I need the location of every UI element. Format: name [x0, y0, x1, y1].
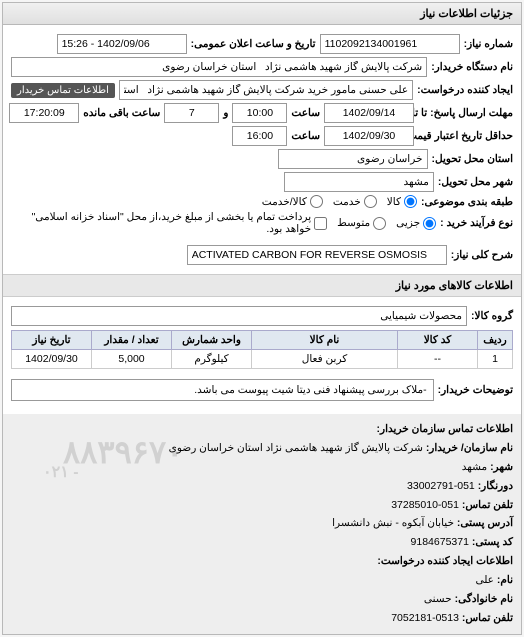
validity-time-input[interactable] [232, 126, 287, 146]
pkg-both-item[interactable]: کالا/خدمت [262, 195, 323, 208]
post-label: کد پستی: [472, 536, 513, 548]
validity-label: حداقل تاریخ اعتبار قیمت: تا تاریخ: [418, 130, 513, 142]
col-qty: تعداد / مقدار [92, 331, 172, 350]
pkg-khadmat-radio[interactable] [364, 195, 377, 208]
family-value: حسنی [424, 593, 452, 605]
org-label: نام سازمان/ خریدار: [426, 442, 513, 454]
addr-label: آدرس پستی: [457, 517, 513, 529]
panel-title: جزئیات اطلاعات نیاز [3, 3, 521, 25]
col-date: تاریخ نیاز [12, 331, 92, 350]
phone2-label: تلفن تماس: [462, 612, 513, 624]
buy-note-item[interactable]: پرداخت تمام یا بخشی از مبلغ خرید،از محل … [11, 211, 327, 235]
post-value: 9184675371 [411, 536, 469, 548]
buy-type-label: نوع فرآیند خرید : [440, 217, 513, 229]
pkg-radio-group: کالا خدمت کالا/خدمت [262, 195, 417, 208]
pkg-label: طبقه بندی موضوعی: [421, 196, 513, 208]
fax-value: 051-33002791 [407, 480, 475, 492]
org-value: شرکت پالایش گاز شهید هاشمی نژاد استان خر… [169, 442, 423, 454]
goods-table: ردیف کد کالا نام کالا واحد شمارش تعداد /… [11, 330, 513, 369]
pkg-khadmat-label: خدمت [333, 196, 361, 208]
deadline-time-input[interactable] [232, 103, 287, 123]
pkg-both-radio[interactable] [310, 195, 323, 208]
buy-medium-item[interactable]: متوسط [337, 217, 386, 230]
pkg-kala-item[interactable]: کالا [387, 195, 417, 208]
city-value: مشهد [462, 461, 487, 473]
contact-badge[interactable]: اطلاعات تماس خریدار [11, 83, 115, 98]
pkg-kala-label: کالا [387, 196, 401, 208]
validity-date-input[interactable] [324, 126, 414, 146]
contact-header: اطلاعات تماس سازمان خریدار: [377, 423, 513, 435]
creator-header: اطلاعات ایجاد کننده درخواست: [377, 555, 513, 567]
buy-minor-label: جزیی [396, 217, 420, 229]
cell-code: -- [398, 350, 478, 369]
announce-label: تاریخ و ساعت اعلان عمومی: [191, 38, 316, 50]
col-code: کد کالا [398, 331, 478, 350]
col-row: ردیف [478, 331, 513, 350]
time-label-1: ساعت [291, 107, 320, 119]
group-input[interactable] [11, 306, 467, 326]
buy-minor-radio[interactable] [423, 217, 436, 230]
buy-note-label: پرداخت تمام یا بخشی از مبلغ خرید،از محل … [11, 211, 311, 235]
main-panel: جزئیات اطلاعات نیاز شماره نیاز: تاریخ و … [2, 2, 522, 635]
cell-qty: 5,000 [92, 350, 172, 369]
delivery-prov-input[interactable] [278, 149, 428, 169]
phone-value: 051-37285010 [391, 499, 459, 511]
need-no-label: شماره نیاز: [464, 38, 513, 50]
buy-note-checkbox[interactable] [314, 217, 327, 230]
group-label: گروه کالا: [471, 310, 513, 322]
key-label: شرح کلی نیاز: [451, 249, 513, 261]
delivery-prov-label: استان محل تحویل: [432, 153, 513, 165]
goods-header: اطلاعات کالاهای مورد نیاز [3, 274, 521, 297]
buyer-desc-box: -ملاک بررسی پیشنهاد فنی دیتا شیت پیوست م… [11, 379, 434, 401]
table-row[interactable]: 1 -- کربن فعال کیلوگرم 5,000 1402/09/30 [12, 350, 513, 369]
cell-date: 1402/09/30 [12, 350, 92, 369]
goods-section: گروه کالا: ردیف کد کالا نام کالا واحد شم… [3, 297, 521, 414]
col-name: نام کالا [252, 331, 398, 350]
and-label: و [223, 107, 228, 119]
phone-label: تلفن تماس: [462, 499, 513, 511]
fax-label: دورنگار: [478, 480, 513, 492]
creator-input[interactable] [119, 80, 413, 100]
need-no-input[interactable] [320, 34, 460, 54]
details-section: شماره نیاز: تاریخ و ساعت اعلان عمومی: نا… [3, 25, 521, 274]
col-unit: واحد شمارش [172, 331, 252, 350]
buyer-org-input[interactable] [11, 57, 427, 77]
deadline-label: مهلت ارسال پاسخ: تا تاریخ: [418, 107, 513, 119]
buy-minor-item[interactable]: جزیی [396, 217, 436, 230]
buy-medium-radio[interactable] [373, 217, 386, 230]
remain-time-input[interactable] [9, 103, 79, 123]
key-input[interactable] [187, 245, 447, 265]
cell-row: 1 [478, 350, 513, 369]
buyer-org-label: نام دستگاه خریدار: [431, 61, 513, 73]
addr-value: خیابان آبکوه - نبش دانشسرا [332, 517, 454, 529]
remain-label: ساعت باقی مانده [83, 107, 160, 119]
time-label-2: ساعت [291, 130, 320, 142]
contact-section: ۸۸۳۹۶۷۰ ۰۲۱ - اطلاعات تماس سازمان خریدار… [3, 414, 521, 634]
cell-unit: کیلوگرم [172, 350, 252, 369]
days-input[interactable] [164, 103, 219, 123]
buy-type-group: جزیی متوسط پرداخت تمام یا بخشی از مبلغ خ… [11, 211, 436, 235]
announce-input[interactable] [57, 34, 187, 54]
delivery-city-input[interactable] [284, 172, 434, 192]
pkg-khadmat-item[interactable]: خدمت [333, 195, 377, 208]
phone2-value: 0513-7052181 [391, 612, 459, 624]
table-header-row: ردیف کد کالا نام کالا واحد شمارش تعداد /… [12, 331, 513, 350]
family-label: نام خانوادگی: [455, 593, 513, 605]
cell-name: کربن فعال [252, 350, 398, 369]
buyer-desc-label: توضیحات خریدار: [438, 384, 513, 396]
creator-label: ایجاد کننده درخواست: [417, 84, 513, 96]
city-label: شهر: [490, 461, 513, 473]
pkg-kala-radio[interactable] [404, 195, 417, 208]
delivery-city-label: شهر محل تحویل: [438, 176, 513, 188]
deadline-date-input[interactable] [324, 103, 414, 123]
pkg-both-label: کالا/خدمت [262, 196, 307, 208]
buy-medium-label: متوسط [337, 217, 370, 229]
